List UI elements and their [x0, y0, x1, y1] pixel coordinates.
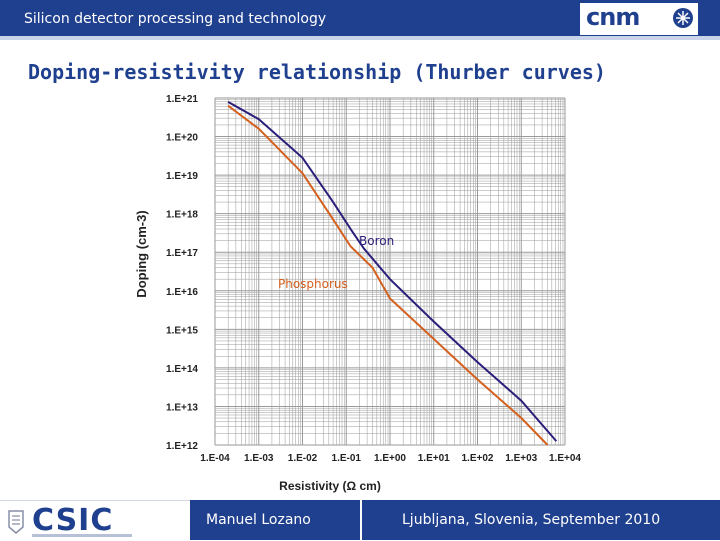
csic-logo-text: CSIC — [32, 503, 114, 538]
y-tick-label: 1.E+15 — [166, 325, 198, 336]
footer-author-box: Manuel Lozano — [190, 500, 360, 540]
cnm-logo: cnm — [580, 3, 698, 35]
y-tick-label: 1.E+13 — [166, 402, 198, 413]
csic-emblem-icon — [8, 510, 24, 534]
x-tick-label: 1.E-01 — [332, 453, 362, 464]
x-tick-label: 1.E-03 — [244, 453, 274, 464]
y-tick-label: 1.E+20 — [166, 133, 198, 144]
chart-axes: 1.E-04 1.E-03 1.E-02 1.E-01 1.E+00 1.E+01 1.E+… — [166, 94, 581, 464]
y-tick-label: 1.E+12 — [166, 441, 198, 452]
csic-logo: CSIC — [0, 500, 190, 541]
chart-series — [227, 101, 558, 446]
y-tick-label: 1.E+17 — [166, 248, 198, 259]
x-tick-label: 1.E-02 — [288, 453, 318, 464]
thurber-chart: 1.E-04 1.E-03 1.E-02 1.E-01 1.E+00 1.E+01 1.E+… — [134, 94, 581, 493]
footer-venue: Ljubljana, Slovenia, September 2010 — [402, 512, 661, 528]
header-title: Silicon detector processing and technolo… — [24, 11, 327, 27]
cnm-emblem-icon — [673, 8, 693, 28]
footer-author: Manuel Lozano — [206, 512, 311, 528]
series-line-boron — [227, 101, 558, 442]
slide-title: Doping-resistivity relationship (Thurber… — [28, 60, 606, 84]
x-tick-label: 1.E-04 — [200, 453, 230, 464]
y-axis-label: Doping (cm-3) — [134, 210, 149, 297]
y-tick-label: 1.E+19 — [166, 171, 198, 182]
csic-subtitle-bar — [32, 534, 132, 537]
x-tick-label: 1.E+00 — [374, 453, 406, 464]
series-label-phosphorus: Phosphorus — [278, 277, 348, 291]
footer-venue-box: Ljubljana, Slovenia, September 2010 — [360, 500, 720, 540]
x-tick-label: 1.E+01 — [418, 453, 450, 464]
header-bar: Silicon detector processing and technolo… — [0, 0, 720, 40]
y-tick-label: 1.E+21 — [166, 94, 198, 105]
series-label-boron: Boron — [359, 234, 394, 248]
y-tick-label: 1.E+16 — [166, 287, 198, 298]
x-tick-label: 1.E+04 — [549, 453, 581, 464]
x-tick-label: 1.E+03 — [505, 453, 537, 464]
series-line-phosphorus — [227, 104, 549, 446]
cnm-logo-text: cnm — [586, 3, 640, 31]
x-tick-label: 1.E+02 — [462, 453, 494, 464]
y-tick-label: 1.E+18 — [166, 210, 198, 221]
x-axis-label: Resistivity (Ω cm) — [279, 479, 381, 493]
footer: CSIC Manuel Lozano Ljubljana, Slovenia, … — [0, 500, 720, 541]
y-tick-label: 1.E+14 — [166, 364, 198, 375]
